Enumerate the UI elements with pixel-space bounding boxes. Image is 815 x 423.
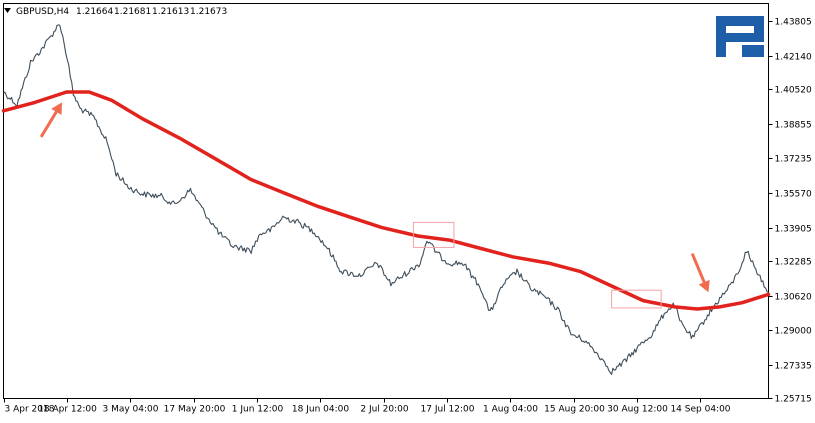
x-tick-label: 3 Apr 2018: [5, 405, 55, 415]
x-tick-label: 17 May 20:00: [164, 405, 226, 415]
y-tick-label: 1.42140: [775, 53, 812, 63]
high-value: 1.21681: [114, 7, 151, 17]
moving-average-line: [1, 90, 771, 311]
y-tick-label: 1.37235: [775, 155, 812, 165]
y-tick-label: 1.33905: [775, 225, 812, 235]
chart-header: GBPUSD,H4 1.21664 1.21681 1.21613 1.2167…: [4, 7, 227, 17]
x-tick-label: 3 May 04:00: [103, 405, 159, 415]
y-tick-label: 1.38855: [775, 121, 812, 131]
y-tick-label: 1.27335: [775, 362, 812, 372]
x-tick-label: 18 Jun 04:00: [292, 405, 349, 415]
x-tick-label: 30 Aug 12:00: [607, 405, 668, 415]
roboforex-logo-icon: [716, 16, 764, 57]
y-tick-label: 1.43805: [775, 18, 812, 28]
y-tick-label: 1.32285: [775, 258, 812, 268]
y-tick-label: 1.35570: [775, 190, 812, 200]
highlight-box: [611, 289, 662, 309]
arrow-annotation: [40, 102, 63, 138]
annotation-layer: [40, 102, 710, 309]
x-tick-label: 1 Jun 12:00: [232, 405, 284, 415]
plot-frame: [3, 3, 769, 399]
x-tick-label: 2 Jul 20:00: [360, 405, 409, 415]
y-axis: 1.43805 1.42140 1.40520 1.38855 1.37235 1.355…: [768, 18, 812, 405]
y-tick-label: 1.40520: [775, 86, 812, 96]
y-tick-label: 1.29000: [775, 327, 812, 337]
highlight-box: [412, 221, 455, 248]
y-tick-label: 1.25715: [775, 395, 812, 405]
low-value: 1.21613: [152, 7, 189, 17]
open-value: 1.21664: [76, 7, 113, 17]
symbol-label: GBPUSD,H4: [16, 7, 69, 17]
arrow-annotation: [691, 253, 710, 293]
x-tick-label: 17 Jul 12:00: [421, 405, 475, 415]
y-tick-label: 1.30620: [775, 293, 812, 303]
x-tick-label: 18 Apr 12:00: [38, 405, 97, 415]
x-tick-label: 1 Aug 04:00: [483, 405, 538, 415]
x-tick-label: 14 Sep 04:00: [670, 405, 730, 415]
series-layer: [1, 24, 771, 375]
price-series-line: [3, 24, 769, 375]
close-value: 1.21673: [190, 7, 227, 17]
x-tick-label: 15 Aug 20:00: [544, 405, 605, 415]
triangle-down-icon[interactable]: [4, 8, 11, 13]
